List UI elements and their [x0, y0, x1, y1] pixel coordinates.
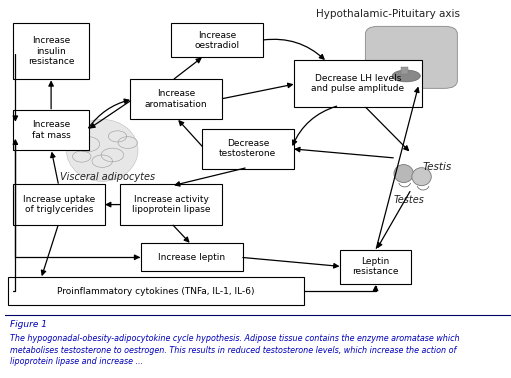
Text: Visceral adipocytes: Visceral adipocytes	[60, 172, 155, 182]
Text: The hypogonadal-obesity-adipocytokine cycle hypothesis. Adipose tissue contains : The hypogonadal-obesity-adipocytokine cy…	[10, 334, 460, 366]
FancyBboxPatch shape	[365, 26, 457, 88]
Text: Increase
oestradiol: Increase oestradiol	[195, 31, 240, 50]
Text: Increase leptin: Increase leptin	[158, 253, 225, 262]
Text: Testes: Testes	[393, 195, 424, 205]
Text: Hypothalamic-Pituitary axis: Hypothalamic-Pituitary axis	[316, 9, 460, 19]
Ellipse shape	[412, 168, 431, 186]
FancyBboxPatch shape	[13, 110, 89, 150]
FancyBboxPatch shape	[13, 184, 105, 225]
FancyBboxPatch shape	[120, 184, 222, 225]
Text: Figure 1: Figure 1	[10, 320, 47, 329]
FancyBboxPatch shape	[401, 67, 408, 74]
Ellipse shape	[394, 164, 413, 183]
Text: Decrease LH levels
and pulse amplitude: Decrease LH levels and pulse amplitude	[311, 74, 404, 93]
Text: Increase activity
lipoprotein lipase: Increase activity lipoprotein lipase	[132, 195, 211, 214]
FancyBboxPatch shape	[340, 249, 411, 284]
Text: Increase uptake
of triglycerides: Increase uptake of triglycerides	[22, 195, 95, 214]
Text: Increase
insulin
resistance: Increase insulin resistance	[28, 36, 74, 66]
FancyBboxPatch shape	[130, 79, 222, 119]
FancyBboxPatch shape	[171, 23, 263, 57]
Ellipse shape	[392, 70, 421, 82]
FancyBboxPatch shape	[13, 23, 89, 79]
Text: Increase
fat mass: Increase fat mass	[32, 121, 71, 140]
FancyBboxPatch shape	[8, 277, 304, 305]
Text: Leptin
resistance: Leptin resistance	[353, 257, 399, 276]
Text: Testis: Testis	[422, 163, 452, 172]
FancyBboxPatch shape	[202, 129, 294, 169]
FancyBboxPatch shape	[294, 60, 422, 107]
Text: Increase
aromatisation: Increase aromatisation	[145, 90, 207, 109]
Ellipse shape	[66, 119, 138, 181]
FancyBboxPatch shape	[141, 243, 243, 271]
Text: Decrease
testosterone: Decrease testosterone	[219, 139, 276, 158]
Text: Proinflammatory cytokines (TNFa, IL-1, IL-6): Proinflammatory cytokines (TNFa, IL-1, I…	[57, 287, 254, 296]
